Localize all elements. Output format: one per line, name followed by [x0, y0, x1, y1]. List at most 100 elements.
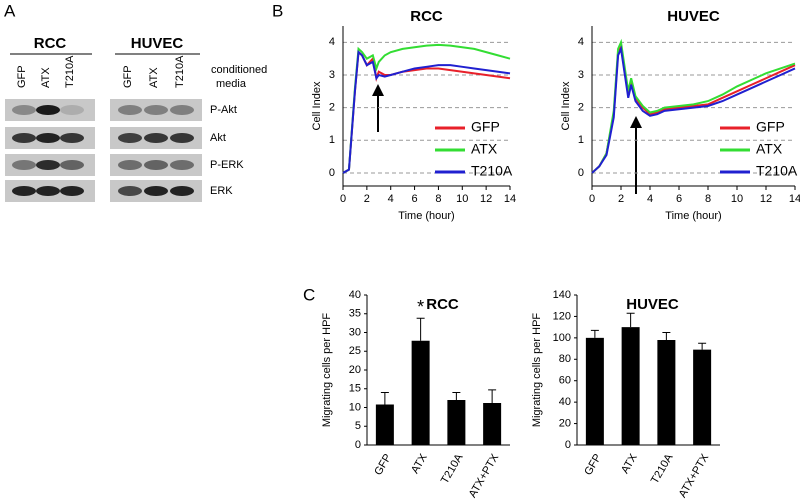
y-tick-label: 15 [349, 383, 361, 395]
error-bar [488, 389, 497, 403]
legend-label: GFP [471, 119, 500, 135]
y-tick-label: 4 [329, 36, 335, 48]
blot-band [60, 105, 84, 115]
error-bar [626, 312, 635, 328]
blot-group: HUVEC [131, 35, 184, 52]
y-tick-label: 20 [349, 364, 361, 376]
blot-band [118, 105, 142, 115]
bar [693, 349, 712, 445]
x-axis-label: Time (hour) [665, 210, 721, 222]
legend-label: ATX [756, 141, 783, 157]
y-tick-label: 25 [349, 345, 361, 357]
x-tick-label: 14 [789, 193, 800, 205]
x-tick-label: 6 [676, 193, 682, 205]
blot-note: media [216, 78, 247, 90]
bar [483, 403, 502, 445]
y-tick-label: 20 [559, 417, 571, 429]
y-tick-label: 1 [578, 134, 584, 146]
x-tick-label: 0 [589, 193, 595, 205]
y-tick-label: 0 [329, 167, 335, 179]
lane-label: T210A [174, 55, 186, 88]
y-axis-label: Migrating cells per HPF [531, 313, 543, 428]
y-tick-label: 10 [349, 401, 361, 413]
error-bar [662, 332, 671, 340]
y-tick-label: 4 [578, 36, 584, 48]
error-bar [590, 329, 599, 338]
chart-title: RCC [410, 8, 443, 25]
chart-title: RCC [426, 296, 459, 313]
error-bar [452, 392, 461, 400]
x-tick-label: 2 [618, 193, 624, 205]
legend-label: T210A [471, 163, 513, 179]
lane-label: T210A [64, 55, 76, 88]
lane-label: ATX [148, 67, 160, 88]
blot-band [144, 186, 168, 196]
x-tick-label: 6 [412, 193, 418, 205]
error-bar [380, 392, 389, 405]
x-tick-label: 12 [480, 193, 492, 205]
y-tick-label: 140 [553, 289, 571, 301]
blot-band [144, 133, 168, 143]
series-line [591, 45, 796, 174]
x-tick-label: 10 [731, 193, 743, 205]
bar [447, 400, 466, 445]
arrow [372, 84, 384, 132]
blot-strip [110, 99, 202, 121]
blot-group: RCC [34, 35, 67, 52]
x-tick-label: ATX [409, 451, 430, 475]
y-tick-label: 2 [578, 102, 584, 114]
series-line [342, 50, 511, 174]
x-tick-label: 4 [647, 193, 653, 205]
blot-band [12, 133, 36, 143]
blot-row-label: P-ERK [210, 159, 244, 171]
x-tick-label: T210A [649, 451, 676, 486]
y-tick-label: 0 [578, 167, 584, 179]
blot-band [36, 105, 60, 115]
panel-label: A [4, 1, 16, 20]
bar [585, 337, 604, 445]
error-bar [416, 317, 425, 341]
x-tick-label: 12 [760, 193, 772, 205]
blot-note: conditioned [211, 64, 267, 76]
blot-band [36, 160, 60, 170]
y-tick-label: 120 [553, 310, 571, 322]
y-axis-label: Migrating cells per HPF [321, 313, 333, 428]
blot-band [12, 160, 36, 170]
bar [621, 327, 640, 445]
x-axis-label: Time (hour) [398, 210, 454, 222]
blot-band [144, 105, 168, 115]
y-tick-label: 1 [329, 134, 335, 146]
blot-band [170, 160, 194, 170]
lane-label: GFP [16, 65, 28, 88]
x-tick-label: 2 [364, 193, 370, 205]
x-tick-label: 8 [435, 193, 441, 205]
blot-row-label: Akt [210, 132, 226, 144]
x-tick-label: ATX+PTX [467, 451, 502, 499]
x-tick-label: GFP [582, 452, 604, 478]
y-tick-label: 80 [559, 353, 571, 365]
blot-band [144, 160, 168, 170]
x-tick-label: 10 [456, 193, 468, 205]
lane-label: GFP [122, 65, 134, 88]
y-tick-label: 2 [329, 102, 335, 114]
legend-label: T210A [756, 163, 798, 179]
y-tick-label: 0 [565, 439, 571, 451]
y-tick-label: 40 [349, 289, 361, 301]
blot-row-label: ERK [210, 185, 233, 197]
x-tick-label: 14 [504, 193, 516, 205]
blot-band [12, 186, 36, 196]
y-tick-label: 60 [559, 375, 571, 387]
bar [657, 340, 676, 445]
lane-label: ATX [40, 67, 52, 88]
x-tick-label: ATX [619, 451, 640, 475]
blot-band [118, 133, 142, 143]
blot-band [118, 160, 142, 170]
blot-band [12, 105, 36, 115]
legend-label: ATX [471, 141, 498, 157]
blot-band [118, 186, 142, 196]
y-tick-label: 30 [349, 326, 361, 338]
blot-band [60, 186, 84, 196]
blot-band [36, 186, 60, 196]
arrow [630, 116, 642, 194]
